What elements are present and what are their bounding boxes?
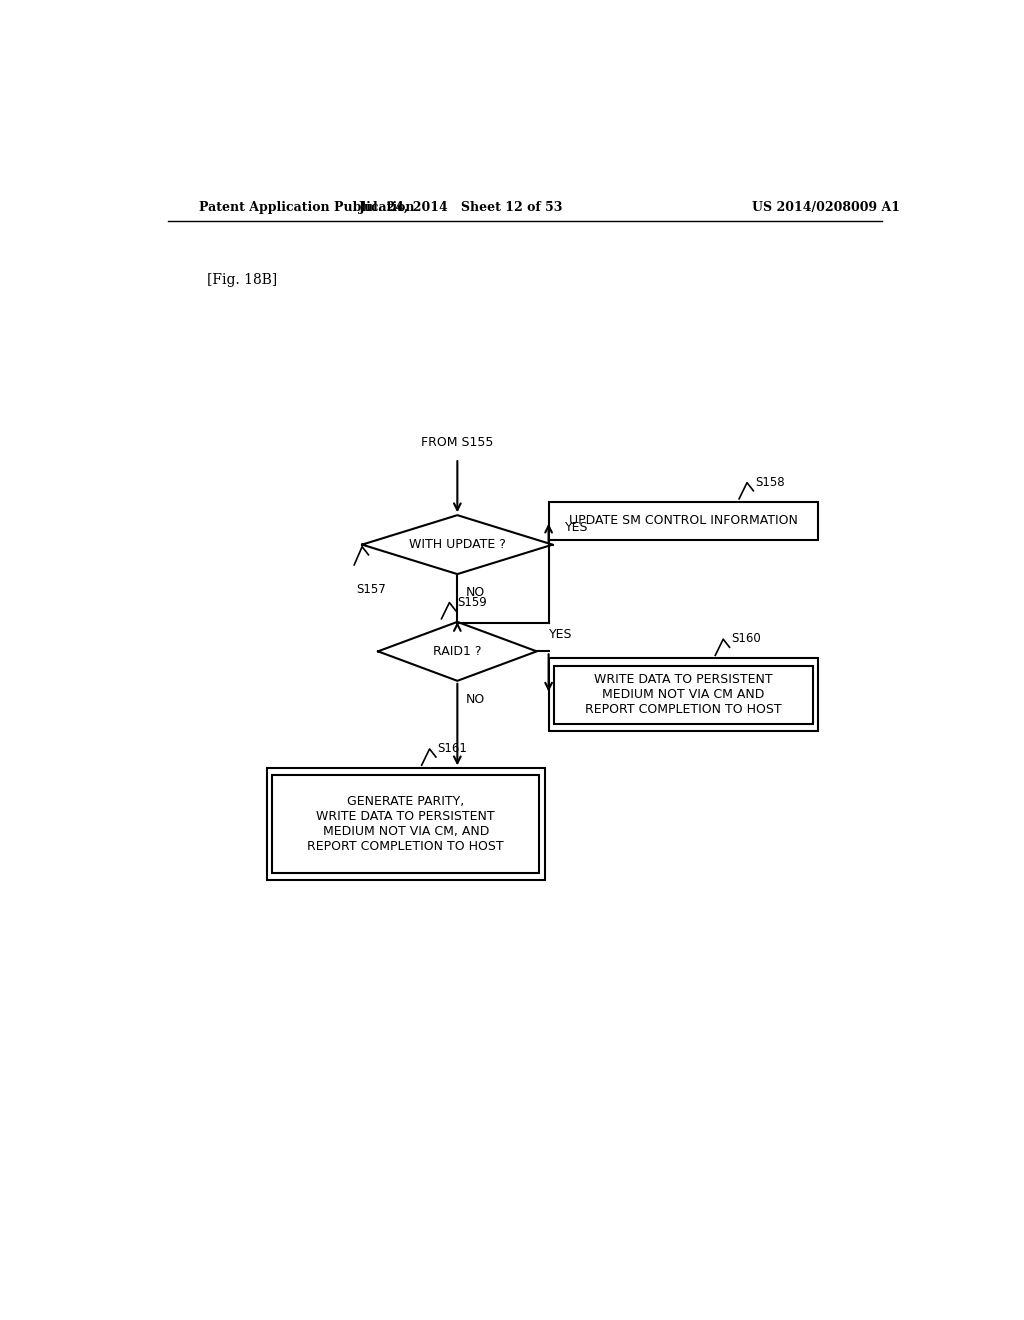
Text: WITH UPDATE ?: WITH UPDATE ?	[409, 539, 506, 552]
Text: S158: S158	[755, 475, 784, 488]
Text: GENERATE PARITY,
WRITE DATA TO PERSISTENT
MEDIUM NOT VIA CM, AND
REPORT COMPLETI: GENERATE PARITY, WRITE DATA TO PERSISTEN…	[307, 795, 504, 853]
Text: YES: YES	[549, 628, 572, 642]
Text: RAID1 ?: RAID1 ?	[433, 645, 481, 657]
Text: S157: S157	[355, 583, 385, 597]
Text: NO: NO	[465, 693, 484, 706]
Text: S161: S161	[437, 742, 467, 755]
Bar	[272, 775, 539, 873]
Text: WRITE DATA TO PERSISTENT
MEDIUM NOT VIA CM AND
REPORT COMPLETION TO HOST: WRITE DATA TO PERSISTENT MEDIUM NOT VIA …	[585, 673, 782, 715]
Text: US 2014/0208009 A1: US 2014/0208009 A1	[753, 201, 900, 214]
Text: Jul. 24, 2014   Sheet 12 of 53: Jul. 24, 2014 Sheet 12 of 53	[359, 201, 563, 214]
Bar	[549, 659, 818, 731]
Bar	[554, 665, 813, 723]
Text: NO: NO	[465, 586, 484, 599]
Text: S159: S159	[458, 595, 487, 609]
Text: FROM S155: FROM S155	[421, 437, 494, 450]
Bar	[267, 768, 545, 880]
Text: Patent Application Publication: Patent Application Publication	[200, 201, 415, 214]
Text: UPDATE SM CONTROL INFORMATION: UPDATE SM CONTROL INFORMATION	[569, 515, 798, 527]
Bar	[549, 502, 818, 540]
Text: S160: S160	[731, 632, 761, 645]
Text: [Fig. 18B]: [Fig. 18B]	[207, 273, 278, 288]
Text: YES: YES	[564, 521, 588, 535]
